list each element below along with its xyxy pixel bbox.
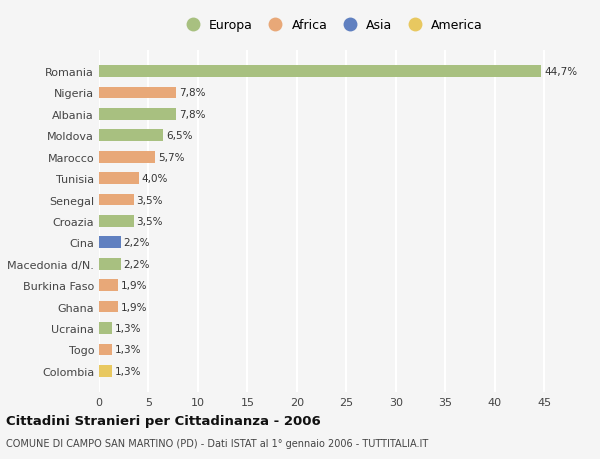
Bar bbox=[99, 258, 121, 270]
Bar bbox=[99, 130, 163, 142]
Text: 44,7%: 44,7% bbox=[544, 67, 577, 77]
Bar bbox=[99, 87, 176, 99]
Bar bbox=[99, 237, 121, 249]
Bar bbox=[99, 173, 139, 185]
Bar bbox=[99, 322, 112, 334]
Text: 7,8%: 7,8% bbox=[179, 110, 206, 120]
Text: 1,3%: 1,3% bbox=[115, 323, 142, 333]
Text: 4,0%: 4,0% bbox=[142, 174, 168, 184]
Bar bbox=[99, 365, 112, 377]
Bar bbox=[99, 301, 118, 313]
Text: 1,3%: 1,3% bbox=[115, 345, 142, 355]
Text: 1,9%: 1,9% bbox=[121, 302, 147, 312]
Bar bbox=[99, 109, 176, 121]
Bar bbox=[99, 66, 541, 78]
Text: 1,9%: 1,9% bbox=[121, 280, 147, 291]
Bar bbox=[99, 194, 134, 206]
Text: COMUNE DI CAMPO SAN MARTINO (PD) - Dati ISTAT al 1° gennaio 2006 - TUTTITALIA.IT: COMUNE DI CAMPO SAN MARTINO (PD) - Dati … bbox=[6, 438, 428, 448]
Bar bbox=[99, 216, 134, 227]
Bar bbox=[99, 280, 118, 291]
Text: Cittadini Stranieri per Cittadinanza - 2006: Cittadini Stranieri per Cittadinanza - 2… bbox=[6, 414, 321, 428]
Text: 7,8%: 7,8% bbox=[179, 88, 206, 98]
Bar bbox=[99, 344, 112, 356]
Text: 1,3%: 1,3% bbox=[115, 366, 142, 376]
Text: 3,5%: 3,5% bbox=[137, 195, 163, 205]
Legend: Europa, Africa, Asia, America: Europa, Africa, Asia, America bbox=[180, 19, 483, 32]
Text: 3,5%: 3,5% bbox=[137, 217, 163, 226]
Text: 2,2%: 2,2% bbox=[124, 259, 150, 269]
Text: 5,7%: 5,7% bbox=[158, 152, 185, 162]
Text: 2,2%: 2,2% bbox=[124, 238, 150, 248]
Text: 6,5%: 6,5% bbox=[166, 131, 193, 141]
Bar bbox=[99, 151, 155, 163]
